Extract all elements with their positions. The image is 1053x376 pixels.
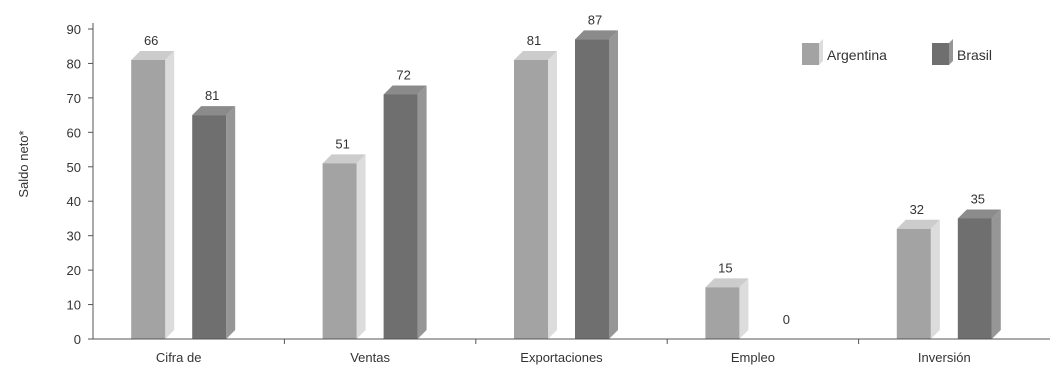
- y-tick-label: 60: [67, 125, 81, 140]
- legend-item-brasil: Brasil: [932, 39, 992, 65]
- bar-side: [991, 209, 1001, 339]
- bar-side: [609, 30, 618, 339]
- legend-swatch: [802, 43, 819, 65]
- category-label: Exportaciones: [520, 350, 603, 365]
- bar-value-label: 87: [588, 12, 602, 27]
- bar-top: [131, 51, 175, 60]
- y-tick-label: 70: [67, 91, 81, 106]
- bar-side: [165, 51, 175, 339]
- bar-top: [957, 209, 1001, 219]
- bar-brasil-4: 35: [957, 191, 1001, 339]
- bar-top: [705, 278, 749, 288]
- axes: [92, 23, 1050, 344]
- bar-front: [575, 39, 609, 339]
- category-label: Cifra de: [156, 350, 202, 365]
- y-tick-label: 20: [67, 263, 81, 278]
- bar-top: [575, 30, 618, 40]
- y-tick-label: 0: [74, 332, 81, 347]
- bars: 66 81 51 72 81 87 15 0 32 35: [131, 12, 1001, 339]
- bar-front: [705, 287, 740, 339]
- legend-swatch-side: [819, 39, 823, 65]
- bar-value-label: 35: [971, 191, 985, 206]
- bar-front: [131, 60, 166, 339]
- bar-front: [514, 60, 548, 339]
- legend-swatch-side: [949, 39, 953, 65]
- bar-top: [896, 219, 940, 229]
- bar-brasil-2: 87: [575, 12, 618, 339]
- bar-front: [383, 94, 418, 339]
- bar-side: [548, 51, 557, 339]
- bar-brasil-0: 81: [192, 88, 236, 339]
- bar-side: [226, 106, 236, 339]
- bar-argentina-4: 32: [896, 202, 940, 339]
- category-labels: Cifra de Ventas Exportaciones Empleo Inversi…: [156, 350, 971, 365]
- y-tick-label: 80: [67, 56, 81, 71]
- legend-label: Brasil: [957, 47, 992, 63]
- bar-value-label: 81: [205, 88, 219, 103]
- y-axis-ticks: 0 10 20 30 40 50 60 70 80 90: [67, 22, 93, 347]
- bar-top: [514, 51, 557, 60]
- legend-label: Argentina: [827, 47, 887, 63]
- y-tick-label: 90: [67, 22, 81, 37]
- y-axis-title-group: Saldo neto*: [16, 130, 31, 197]
- bar-argentina-2: 81: [514, 33, 557, 339]
- bar-side: [356, 154, 366, 339]
- bar-value-label: 0: [783, 312, 790, 327]
- bar-top: [192, 106, 236, 116]
- bar-value-label: 72: [396, 67, 410, 82]
- bar-value-label: 66: [144, 33, 158, 48]
- y-tick-label: 40: [67, 194, 81, 209]
- bar-argentina-1: 51: [322, 136, 366, 339]
- bar-front: [322, 163, 357, 339]
- bar-argentina-3: 15: [705, 260, 749, 339]
- category-label: Empleo: [731, 350, 775, 365]
- legend-swatch: [932, 43, 949, 65]
- bar-side: [739, 278, 749, 339]
- y-tick-label: 10: [67, 298, 81, 313]
- category-label: Ventas: [350, 350, 390, 365]
- bar-side: [417, 85, 427, 339]
- y-tick-label: 30: [67, 229, 81, 244]
- bar-front: [192, 115, 227, 339]
- bar-value-label: 81: [527, 33, 541, 48]
- bar-top: [322, 154, 366, 164]
- bar-value-label: 15: [718, 260, 732, 275]
- bar-top: [383, 85, 427, 95]
- bar-brasil-1: 72: [383, 67, 427, 339]
- y-axis-title: Saldo neto*: [16, 130, 31, 197]
- bar-argentina-0: 66: [131, 33, 175, 339]
- legend-item-argentina: Argentina: [802, 39, 887, 65]
- bar-brasil-3: 0: [783, 312, 790, 327]
- bar-front: [957, 218, 992, 339]
- bar-value-label: 51: [335, 136, 349, 151]
- y-tick-label: 50: [67, 160, 81, 175]
- legend: Argentina Brasil: [802, 39, 992, 65]
- bar-front: [896, 228, 931, 339]
- bar-side: [930, 219, 940, 339]
- bar-value-label: 32: [910, 202, 924, 217]
- category-label: Inversión: [918, 350, 971, 365]
